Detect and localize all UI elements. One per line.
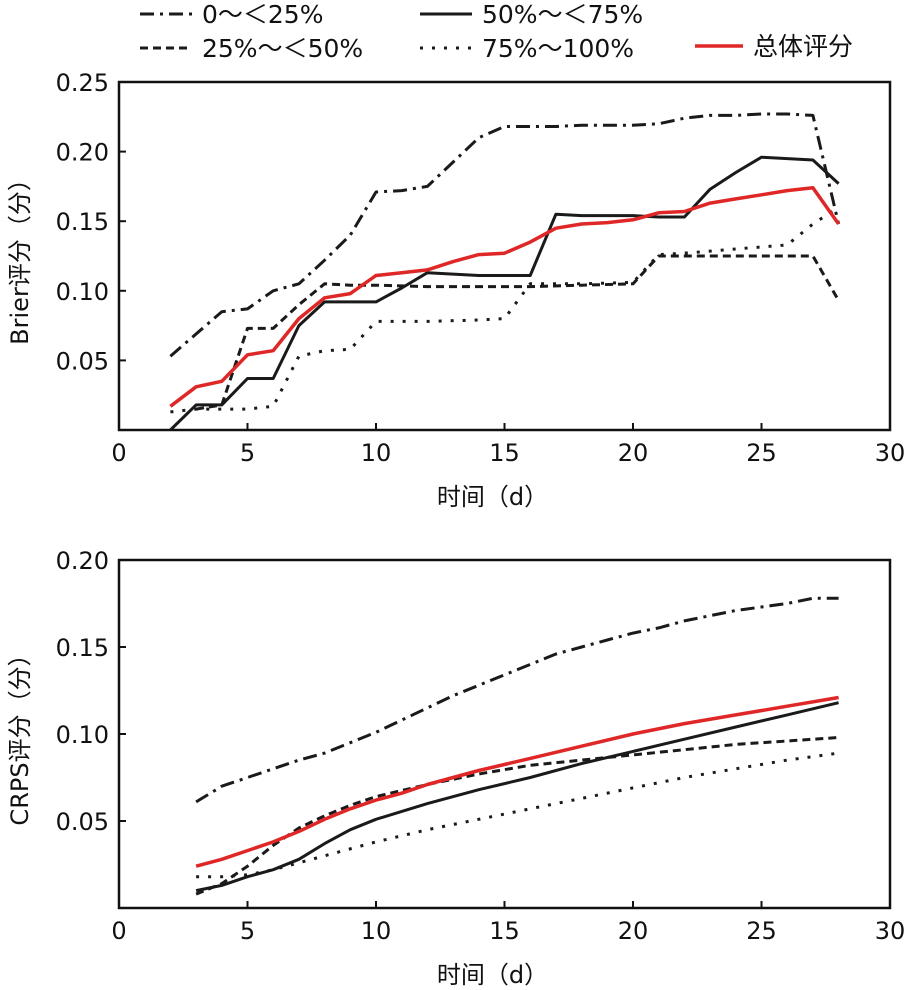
series-line-red (195, 695, 839, 868)
y-tick-label: 0.20 (56, 547, 109, 575)
crps-panel: 0 5 10 15 20 25 30 0.05 0.10 0.15 0.20 时间（d） CRPS评分（… (6, 547, 905, 989)
series-line-dashed (195, 254, 840, 411)
y-axis-label: Brier评分（分） (6, 167, 34, 345)
x-tick-label: 15 (489, 917, 520, 945)
x-tick-label: 10 (361, 439, 392, 467)
x-tick-label: 25 (746, 439, 777, 467)
y-tick-label: 0.20 (56, 139, 109, 167)
y-tick-label: 0.05 (56, 808, 109, 836)
y-tick-label: 0.10 (56, 278, 109, 306)
series-line-dashed (195, 736, 839, 896)
x-tick-label: 0 (111, 917, 126, 945)
series-line-dotted (170, 206, 840, 414)
legend-label-g3: 50%～＜75% (482, 0, 643, 29)
x-tick-label: 5 (240, 439, 255, 467)
series-group (169, 112, 841, 430)
x-tick-label: 30 (875, 439, 906, 467)
series-line-solid (195, 701, 839, 893)
legend-label-overall: 总体评分 (753, 32, 853, 61)
y-tick-label: 0.15 (56, 208, 109, 236)
brier-panel: 0 5 10 15 20 25 30 0.05 0.10 0.15 0.20 0.25 时间（d） Bri… (6, 69, 905, 511)
x-tick-label: 0 (111, 439, 126, 467)
x-tick-label: 20 (618, 439, 649, 467)
series-line-dotted (196, 751, 839, 879)
plot-frame (117, 80, 892, 432)
y-tick-label: 0.10 (56, 721, 109, 749)
legend-label-g1: 0～＜25% (202, 0, 323, 29)
x-tick-label: 25 (746, 917, 777, 945)
legend: 0～＜25% 25%～＜50% 50%～＜75% 75%～100% 总体评分 (140, 0, 853, 63)
x-tick-label: 30 (875, 917, 906, 945)
series-line-dashdot (169, 112, 841, 358)
x-tick-label: 10 (361, 917, 392, 945)
x-tick-label: 15 (489, 439, 520, 467)
x-axis-label: 时间（d） (437, 483, 548, 511)
y-tick-label: 0.05 (56, 347, 109, 375)
x-axis-label: 时间（d） (437, 961, 548, 989)
series-group (195, 596, 839, 896)
y-tick-label: 0.25 (56, 69, 109, 97)
legend-label-g4: 75%～100% (482, 34, 634, 63)
y-axis-label: CRPS评分（分） (6, 642, 34, 825)
x-tick-label: 20 (618, 917, 649, 945)
series-line-red (169, 186, 841, 408)
y-tick-label: 0.15 (56, 634, 109, 662)
x-tick-label: 5 (240, 917, 255, 945)
series-line-dashdot (195, 596, 839, 804)
legend-label-g2: 25%～＜50% (202, 34, 363, 63)
series-line-solid (169, 155, 840, 430)
